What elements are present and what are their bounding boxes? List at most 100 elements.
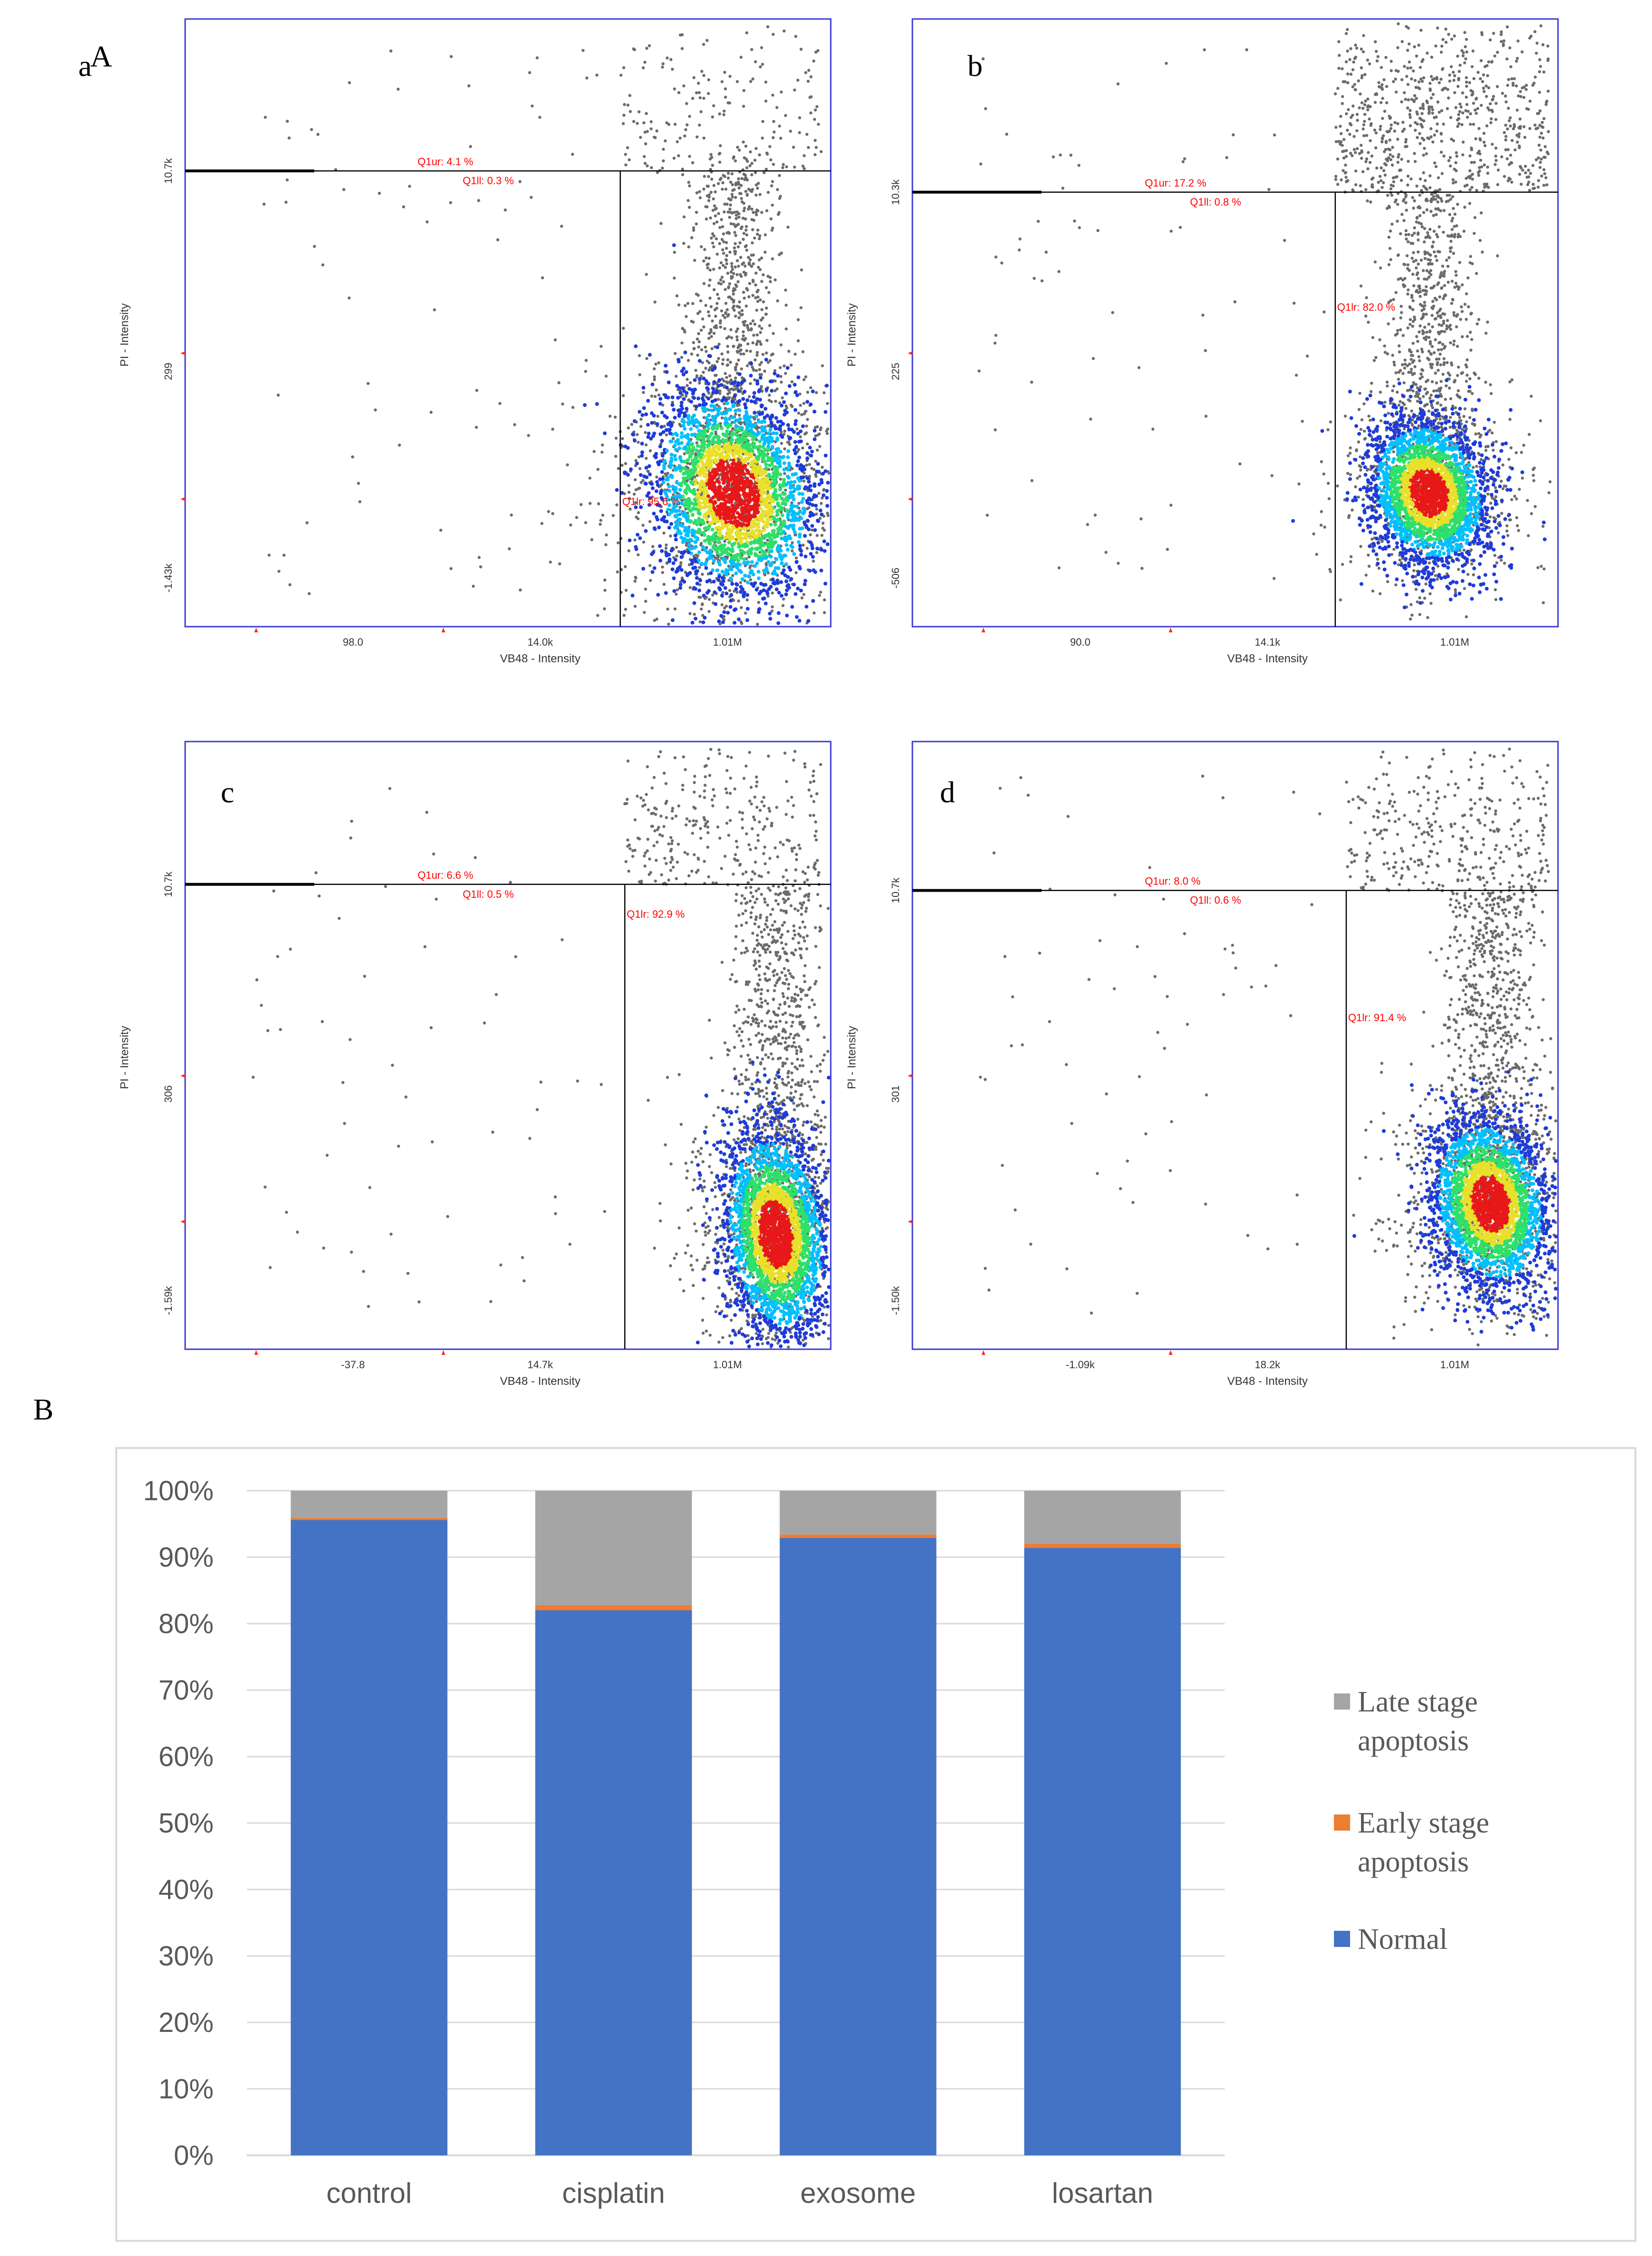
event-dot [754, 283, 758, 287]
density-dot [740, 486, 744, 490]
event-dot [633, 48, 636, 51]
density-dot [641, 385, 646, 390]
event-dot [740, 622, 743, 625]
event-dot [722, 264, 725, 267]
event-dot [819, 502, 823, 505]
event-dot [714, 314, 717, 318]
density-dot [735, 553, 739, 557]
density-dot [796, 375, 800, 379]
event-dot [1406, 263, 1410, 266]
density-dot [738, 372, 742, 376]
event-dot [267, 554, 271, 557]
density-dot [776, 420, 780, 424]
density-dot [685, 391, 689, 395]
event-dot [600, 345, 603, 348]
event-dot [697, 340, 701, 344]
event-dot [764, 168, 768, 171]
event-dot [622, 113, 626, 117]
density-dot [772, 529, 776, 533]
event-dot [707, 196, 711, 199]
event-dot [681, 168, 684, 171]
event-dot [551, 427, 554, 431]
event-dot [308, 592, 311, 595]
event-dot [736, 280, 740, 283]
density-dot [650, 421, 654, 425]
density-dot [706, 511, 710, 515]
event-dot [780, 442, 783, 445]
density-dot [791, 504, 796, 508]
density-dot [656, 483, 660, 487]
event-dot [644, 443, 648, 447]
density-dot [678, 455, 682, 459]
density-dot [754, 588, 759, 592]
event-dot [651, 545, 655, 548]
density-dot [743, 508, 748, 513]
density-dot [666, 478, 670, 482]
density-dot [780, 501, 785, 506]
density-dot [740, 506, 744, 510]
event-dot [603, 607, 606, 611]
density-dot [753, 514, 757, 518]
density-dot [819, 568, 824, 573]
density-dot [707, 556, 711, 561]
density-dot [688, 455, 693, 459]
event-dot [734, 196, 737, 199]
density-dot [693, 456, 697, 461]
density-dot [757, 493, 761, 498]
density-dot [638, 473, 643, 477]
density-dot [797, 455, 801, 460]
event-dot [675, 554, 678, 558]
event-dot [571, 406, 575, 409]
event-dot [728, 396, 731, 399]
event-dot [1370, 537, 1374, 541]
event-dot [708, 268, 712, 272]
event-dot [588, 476, 591, 480]
density-dot [783, 573, 788, 577]
density-dot [810, 512, 814, 516]
density-dot [715, 479, 719, 483]
density-dot [785, 498, 789, 502]
density-dot [764, 521, 769, 525]
event-dot [826, 511, 829, 515]
event-dot [739, 313, 743, 317]
density-dot [702, 487, 706, 491]
event-dot [1069, 153, 1072, 157]
event-dot [723, 327, 726, 330]
event-dot [804, 71, 807, 75]
event-dot [815, 391, 818, 395]
density-dot [762, 459, 767, 463]
event-dot [733, 231, 736, 234]
event-dot [620, 463, 624, 467]
event-dot [694, 452, 697, 455]
density-dot [793, 451, 798, 455]
density-dot [694, 461, 698, 465]
event-dot [1416, 339, 1419, 343]
event-dot [690, 352, 694, 356]
event-dot [807, 80, 810, 83]
density-dot [674, 457, 678, 461]
event-dot [730, 262, 733, 265]
density-dot [697, 517, 701, 521]
event-dot [732, 292, 735, 296]
density-dot [767, 508, 771, 513]
event-dot [804, 375, 807, 378]
event-dot [707, 92, 710, 95]
event-dot [449, 201, 452, 205]
density-dot [685, 442, 690, 446]
density-dot [646, 435, 650, 439]
density-dot [814, 504, 818, 508]
event-dot [723, 402, 726, 405]
event-dot [722, 113, 726, 116]
density-dot [681, 372, 685, 376]
density-dot [668, 431, 672, 435]
event-dot [1469, 348, 1473, 352]
event-dot [755, 290, 759, 293]
density-dot [731, 404, 735, 409]
density-dot [779, 561, 784, 565]
event-dot [753, 236, 756, 240]
density-dot [726, 523, 731, 527]
event-dot [702, 136, 706, 140]
density-dot [784, 391, 788, 395]
event-dot [800, 413, 804, 416]
density-dot [644, 482, 648, 486]
